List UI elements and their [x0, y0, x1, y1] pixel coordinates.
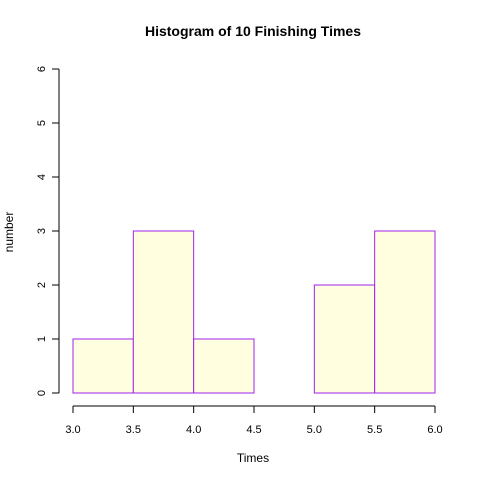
- y-tick-label: 2: [36, 282, 48, 288]
- y-axis-label: number: [2, 212, 16, 253]
- y-tick-label: 6: [36, 66, 48, 72]
- y-tick-label: 5: [36, 120, 48, 126]
- y-tick-label: 0: [36, 390, 48, 396]
- x-tick-label: 5.5: [367, 424, 382, 436]
- histogram-bar-5: [374, 230, 436, 394]
- histogram-bar-1: [132, 230, 195, 394]
- x-tick-label: 5.0: [307, 424, 322, 436]
- x-tick-label: 4.5: [246, 424, 261, 436]
- y-tick-label: 4: [36, 174, 48, 180]
- x-tick-label: 3.0: [65, 424, 80, 436]
- x-tick-label: 4.0: [186, 424, 201, 436]
- y-axis: 0 1 2 3 4 5 6: [36, 66, 60, 396]
- histogram-bar-4: [313, 284, 376, 394]
- x-axis-label: Times: [237, 451, 269, 465]
- y-tick-label: 3: [36, 228, 48, 234]
- chart-title: Histogram of 10 Finishing Times: [145, 23, 361, 39]
- bars-group: [72, 230, 436, 394]
- histogram-bar-2: [193, 338, 255, 394]
- histogram-bar-0: [72, 338, 134, 394]
- x-tick-label: 6.0: [427, 424, 442, 436]
- x-axis: 3.0 3.5 4.0 4.5 5.0 5.5 6.0: [65, 405, 443, 436]
- y-tick-label: 1: [36, 336, 48, 342]
- x-tick-label: 3.5: [126, 424, 141, 436]
